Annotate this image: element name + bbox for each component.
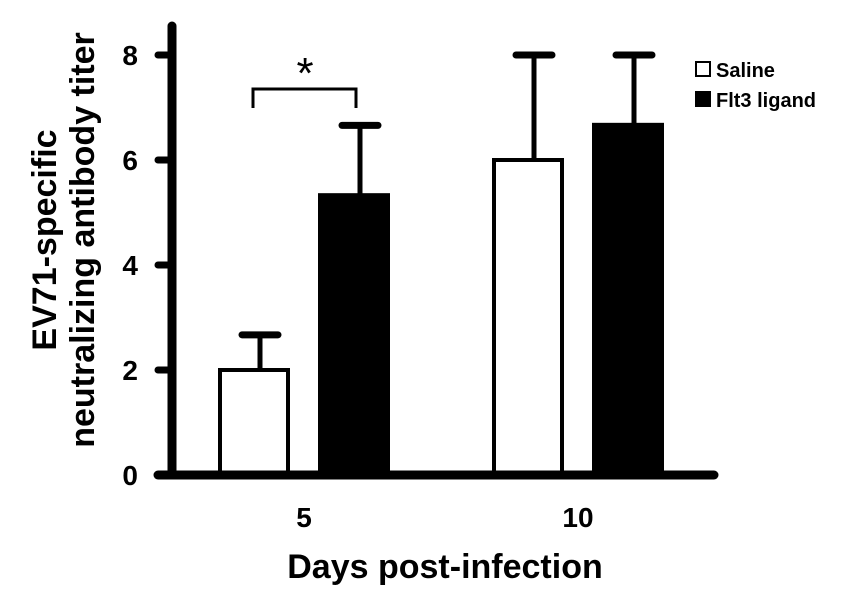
bar-flt3-ligand-day-5 bbox=[318, 193, 390, 478]
bar-flt3-ligand-day-10 bbox=[592, 122, 664, 477]
bar-saline-day-10 bbox=[492, 158, 564, 477]
y-axis-title-line-2: neutralizing antibody titer bbox=[64, 32, 102, 448]
x-tick-label-1: 10 bbox=[562, 502, 593, 533]
significance-bracket bbox=[251, 87, 358, 108]
x-axis-title: Days post-infection bbox=[287, 548, 602, 586]
y-ticks-layer: 0 2 4 6 8 bbox=[122, 40, 176, 491]
y-axis-title: EV71-specific neutralizing antibody tite… bbox=[26, 32, 102, 448]
x-tick-label-0: 5 bbox=[296, 502, 312, 533]
bar-saline-day-5 bbox=[218, 368, 290, 477]
legend-swatch-flt3-ligand bbox=[695, 91, 711, 107]
legend-label-saline: Saline bbox=[716, 60, 775, 82]
y-tick-label-2: 4 bbox=[122, 250, 138, 281]
legend-swatch-saline bbox=[695, 61, 711, 77]
legend-label-flt3-ligand: Flt3 ligand bbox=[716, 90, 816, 112]
legend: Saline Flt3 ligand bbox=[695, 60, 816, 112]
x-tick-labels-layer: 5 10 bbox=[296, 502, 593, 533]
y-tick-label-4: 8 bbox=[122, 40, 138, 71]
y-tick-label-3: 6 bbox=[122, 145, 138, 176]
y-axis-title-line-1: EV71-specific bbox=[26, 129, 64, 350]
bars-layer bbox=[218, 122, 664, 478]
y-tick-label-1: 2 bbox=[122, 355, 138, 386]
y-tick-label-0: 0 bbox=[122, 460, 138, 491]
significance-star: * bbox=[296, 49, 313, 98]
error-bars-layer bbox=[238, 51, 656, 370]
